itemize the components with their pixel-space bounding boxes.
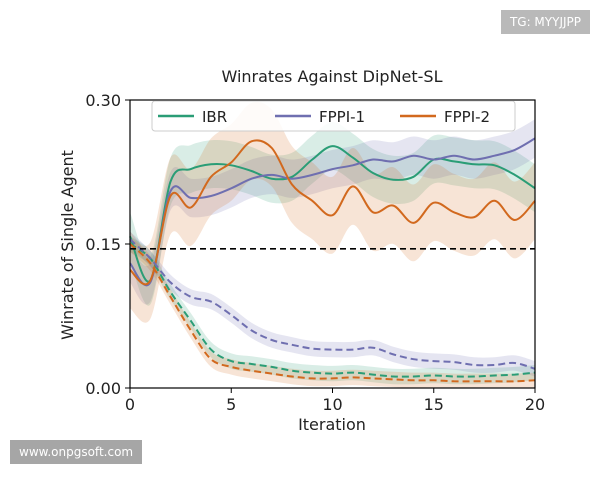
line-ibr	[129, 145, 536, 283]
chart-title: Winrates Against DipNet-SL	[221, 67, 442, 86]
watermark-top-right: TG: MYYJJPP	[500, 10, 590, 34]
confidence-bands	[130, 101, 535, 389]
legend-label-fppi-2: FPPI-2	[444, 108, 490, 126]
band-fppi-1	[130, 119, 535, 305]
line-fppi-2	[129, 139, 536, 286]
band-fppi-2	[130, 101, 535, 323]
legend-box	[151, 100, 516, 132]
y-axis-label: Winrate of Single Agent	[58, 150, 77, 340]
x-tick-label: 5	[226, 395, 236, 414]
legend: IBR FPPI-1 FPPI-2	[151, 100, 516, 132]
x-tick-label: 20	[525, 395, 545, 414]
watermark-bottom-left: www.onpgsoft.com	[10, 440, 143, 464]
band-fppi-1-dashed	[130, 231, 535, 377]
legend-label-ibr: IBR	[202, 108, 227, 126]
line-fppi-2-dashed	[129, 243, 536, 383]
line-ibr-dashed	[129, 243, 536, 378]
y-tick-label: 0.15	[85, 235, 121, 254]
x-tick-label: 10	[322, 395, 342, 414]
line-fppi-1	[129, 137, 536, 287]
x-axis-label: Iteration	[298, 415, 366, 434]
line-fppi-1-dashed	[129, 238, 536, 370]
y-tick-label: 0.30	[85, 91, 121, 110]
band-ibr	[130, 122, 535, 306]
legend-label-fppi-1: FPPI-1	[319, 108, 365, 126]
y-tick-label: 0.00	[85, 379, 121, 398]
x-axis-ticks: 0 5 10 15 20	[125, 388, 545, 414]
band-ibr-dashed	[130, 236, 535, 385]
y-axis-ticks: 0.00 0.15 0.30	[85, 91, 130, 398]
x-tick-label: 15	[424, 395, 444, 414]
x-tick-label: 0	[125, 395, 135, 414]
series-lines	[129, 137, 536, 383]
